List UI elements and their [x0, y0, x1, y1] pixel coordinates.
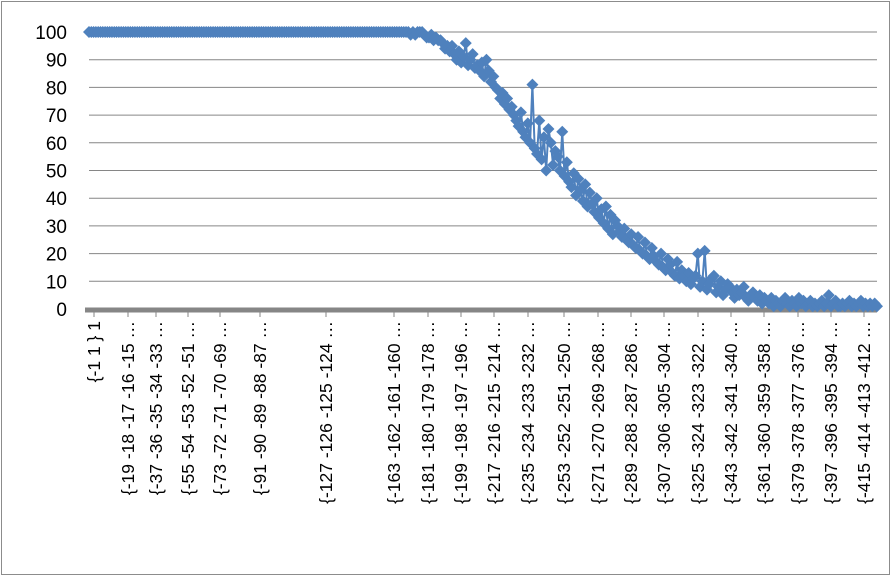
x-tick-label: {-73 -72 -71 -70 -69 … — [210, 321, 230, 495]
x-tick-label: {-253 -252 -251 -250 … — [554, 321, 574, 504]
data-point — [583, 186, 596, 199]
data-point — [521, 117, 534, 130]
x-tick-label: {-325 -324 -323 -322 … — [688, 321, 708, 504]
x-tick-label: {-199 -198 -197 -196 … — [451, 321, 471, 504]
data-point — [542, 122, 555, 135]
x-tick-label: {-1 1 } 1 — [84, 321, 104, 382]
x-tick-label: {-37 -36 -35 -34 -33 … — [146, 321, 166, 495]
y-tick-label: 70 — [46, 106, 67, 127]
y-tick-label: 40 — [46, 189, 67, 210]
x-tick-label: {-415 -414 -413 -412 … — [854, 321, 874, 504]
data-point — [544, 136, 557, 149]
data-point — [645, 242, 658, 255]
data-point — [655, 247, 668, 260]
data-point — [514, 106, 527, 119]
y-tick-label: 20 — [46, 245, 67, 266]
data-point — [638, 236, 651, 249]
y-tick-label: 90 — [46, 51, 67, 72]
data-point — [565, 181, 578, 194]
x-tick-label: {-289 -288 -287 -286 … — [621, 321, 641, 504]
x-tick-label: {-397 -396 -395 -394 … — [821, 321, 841, 504]
data-point — [526, 78, 539, 91]
y-tick-label: 100 — [35, 23, 67, 44]
y-tick-label: 10 — [46, 272, 67, 293]
x-tick-label: {-361 -360 -359 -358 … — [754, 321, 774, 504]
data-point — [556, 125, 569, 138]
data-point — [579, 178, 592, 191]
data-point — [533, 114, 546, 127]
x-tick-label: {-91 -90 -89 -88 -87 … — [250, 321, 270, 495]
data-point — [871, 300, 883, 313]
x-tick-label: {-343 -342 -341 -340 … — [721, 321, 741, 504]
y-axis: 0 10 20 30 40 50 60 70 80 90 100 — [35, 23, 67, 321]
data-point — [459, 37, 472, 50]
x-tick-label: {-19 -18 -17 -16 -15 … — [118, 321, 138, 495]
data-point — [445, 39, 458, 52]
y-tick-label: 50 — [46, 162, 67, 183]
data-point — [822, 289, 835, 302]
x-tick-label: {-379 -378 -377 -376 … — [788, 321, 808, 504]
x-tick-label: {-271 -270 -269 -268 … — [588, 321, 608, 504]
data-point — [487, 70, 500, 83]
data-point — [551, 150, 564, 163]
data-point — [698, 244, 711, 257]
data-point — [480, 53, 493, 66]
data-point — [599, 200, 612, 213]
x-tick-label: {-235 -234 -233 -232 … — [518, 321, 538, 504]
data-point — [535, 153, 548, 166]
data-point — [707, 269, 720, 282]
data-point — [547, 158, 560, 171]
data-point — [540, 164, 553, 177]
data-point — [689, 269, 702, 282]
data-point — [671, 255, 684, 268]
x-tick-label: {-181 -180 -179 -178 … — [418, 321, 438, 504]
x-tick-label: {-217 -216 -215 -214 … — [484, 321, 504, 504]
data-point — [618, 222, 631, 235]
x-tick-label: {-127 -126 -125 -124 … — [316, 321, 336, 504]
x-tick-label: {-55 -54 -53 -52 -51 … — [178, 321, 198, 495]
y-tick-label: 30 — [46, 217, 67, 238]
data-point — [632, 230, 645, 243]
x-tick-label: {-307 -306 -305 -304 … — [654, 321, 674, 504]
data-point — [537, 131, 550, 144]
data-point — [560, 156, 573, 169]
y-tick-label: 80 — [46, 78, 67, 99]
data-point — [501, 92, 514, 105]
x-axis: {-1 1 } 1 {-19 -18 -17 -16 -15 … {-37 -36 … — [84, 307, 877, 504]
data-point — [505, 100, 518, 113]
data-point — [572, 172, 585, 185]
y-tick-label: 0 — [56, 300, 67, 321]
x-tick-label: {-163 -162 -161 -160 … — [384, 321, 404, 504]
y-tick-label: 60 — [46, 134, 67, 155]
data-series — [83, 26, 883, 313]
data-point — [466, 48, 479, 61]
data-point — [590, 192, 603, 205]
data-point — [737, 280, 750, 293]
